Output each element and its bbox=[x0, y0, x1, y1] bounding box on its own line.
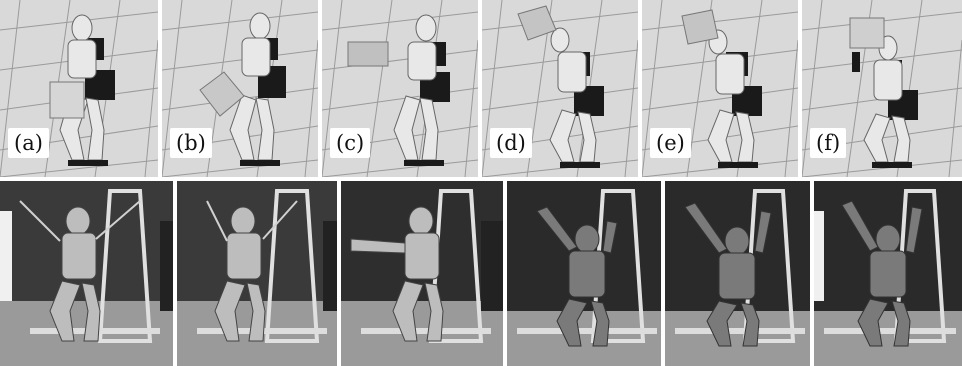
box bbox=[49, 81, 85, 119]
box bbox=[849, 17, 885, 49]
photo-panel-6 bbox=[814, 181, 962, 366]
sim-panel-c: (c) bbox=[322, 0, 478, 177]
sim-scene-c bbox=[322, 0, 478, 177]
photo-scene-2 bbox=[177, 181, 337, 366]
box bbox=[347, 41, 389, 67]
photo-scene-4 bbox=[507, 181, 661, 366]
sim-panel-e: (e) bbox=[642, 0, 798, 177]
panel-label: (c) bbox=[330, 128, 371, 158]
panel-label: (e) bbox=[650, 128, 691, 158]
sim-panel-d: (d) bbox=[482, 0, 638, 177]
simulation-row: (a) (b) bbox=[0, 0, 962, 177]
panel-label: (b) bbox=[170, 128, 212, 158]
photo-panel-2 bbox=[177, 181, 337, 366]
sim-panel-f: (f) bbox=[802, 0, 962, 177]
sim-panel-a: (a) bbox=[0, 0, 158, 177]
photo-scene-6 bbox=[814, 181, 962, 366]
photo-scene-3 bbox=[341, 181, 503, 366]
box bbox=[517, 5, 557, 41]
photo-panel-1 bbox=[0, 181, 173, 366]
sim-scene-a bbox=[0, 0, 158, 177]
sim-scene-d bbox=[482, 0, 638, 177]
sim-scene-f bbox=[802, 0, 962, 177]
sim-scene-b bbox=[162, 0, 318, 177]
box bbox=[681, 9, 719, 45]
panel-label: (d) bbox=[490, 128, 532, 158]
photo-panel-4 bbox=[507, 181, 661, 366]
panel-label: (a) bbox=[8, 128, 49, 158]
panel-label: (f) bbox=[810, 128, 847, 158]
photo-panel-5 bbox=[665, 181, 810, 366]
sim-panel-b: (b) bbox=[162, 0, 318, 177]
photo-scene-5 bbox=[665, 181, 810, 366]
sim-scene-e bbox=[642, 0, 798, 177]
photo-scene-1 bbox=[0, 181, 173, 366]
photo-row bbox=[0, 181, 962, 366]
photo-panel-3 bbox=[341, 181, 503, 366]
box bbox=[199, 71, 245, 117]
